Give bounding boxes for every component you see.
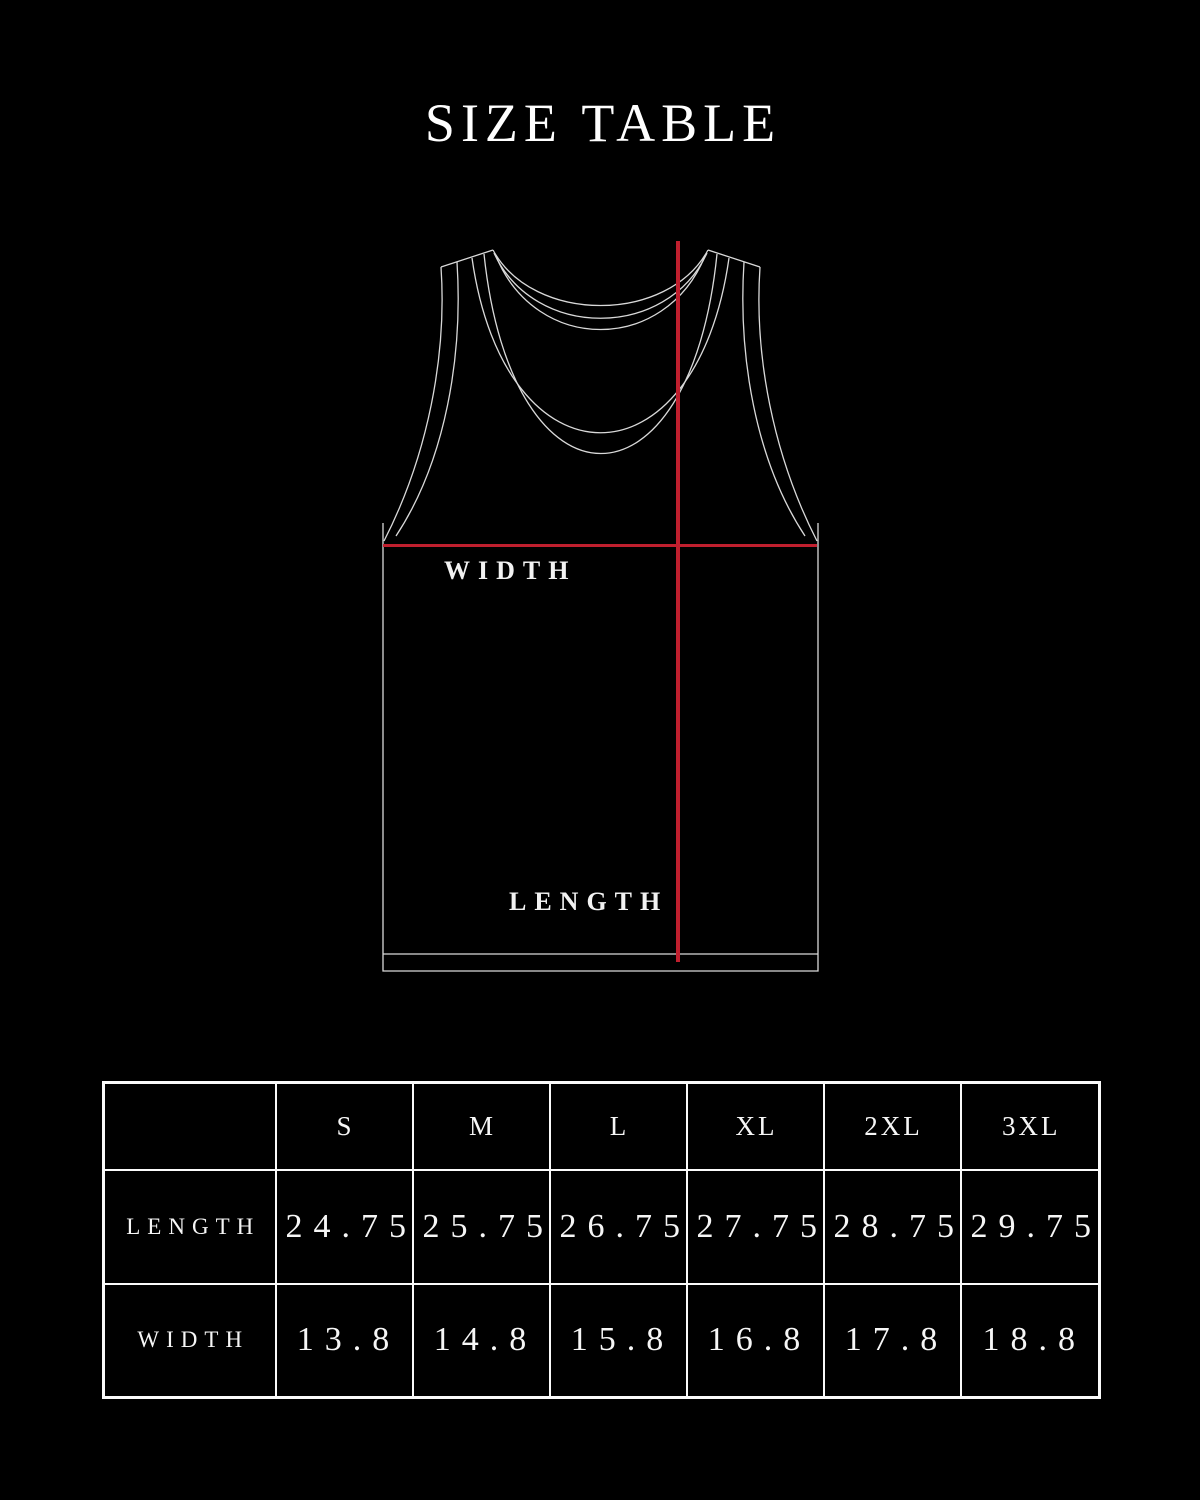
size-col-header-2xl: 2XL xyxy=(822,1081,962,1171)
length-measure-label: LENGTH xyxy=(509,887,669,916)
width-row-label: WIDTH xyxy=(102,1282,277,1399)
width-value-2xl: 17.8 xyxy=(822,1282,962,1399)
length-value-m: 25.75 xyxy=(411,1168,551,1285)
size-col-header-m: M xyxy=(411,1081,551,1171)
size-table: S M L XL 2XL 3XL LENGTH 24.75 25.75 26.7… xyxy=(102,1081,1101,1399)
length-value-s: 24.75 xyxy=(274,1168,414,1285)
length-value-3xl: 29.75 xyxy=(959,1168,1101,1285)
size-col-header-3xl: 3XL xyxy=(959,1081,1101,1171)
corner-cell xyxy=(102,1081,277,1171)
length-value-l: 26.75 xyxy=(548,1168,688,1285)
width-value-m: 14.8 xyxy=(411,1282,551,1399)
width-value-xl: 16.8 xyxy=(685,1282,825,1399)
width-row: WIDTH 13.8 14.8 15.8 16.8 17.8 18.8 xyxy=(102,1282,1101,1399)
length-row: LENGTH 24.75 25.75 26.75 27.75 28.75 29.… xyxy=(102,1168,1101,1285)
page-title: SIZE TABLE xyxy=(424,93,782,153)
length-value-2xl: 28.75 xyxy=(822,1168,962,1285)
length-row-label: LENGTH xyxy=(102,1168,277,1285)
size-table-header-row: S M L XL 2XL 3XL xyxy=(102,1081,1101,1171)
width-value-3xl: 18.8 xyxy=(959,1282,1101,1399)
tank-top-outline-icon xyxy=(382,249,819,972)
width-value-s: 13.8 xyxy=(274,1282,414,1399)
size-col-header-xl: XL xyxy=(685,1081,825,1171)
width-value-l: 15.8 xyxy=(548,1282,688,1399)
length-value-xl: 27.75 xyxy=(685,1168,825,1285)
size-col-header-s: S xyxy=(274,1081,414,1171)
size-col-header-l: L xyxy=(548,1081,688,1171)
measurement-lines xyxy=(383,241,817,962)
width-measure-label: WIDTH xyxy=(444,556,577,585)
